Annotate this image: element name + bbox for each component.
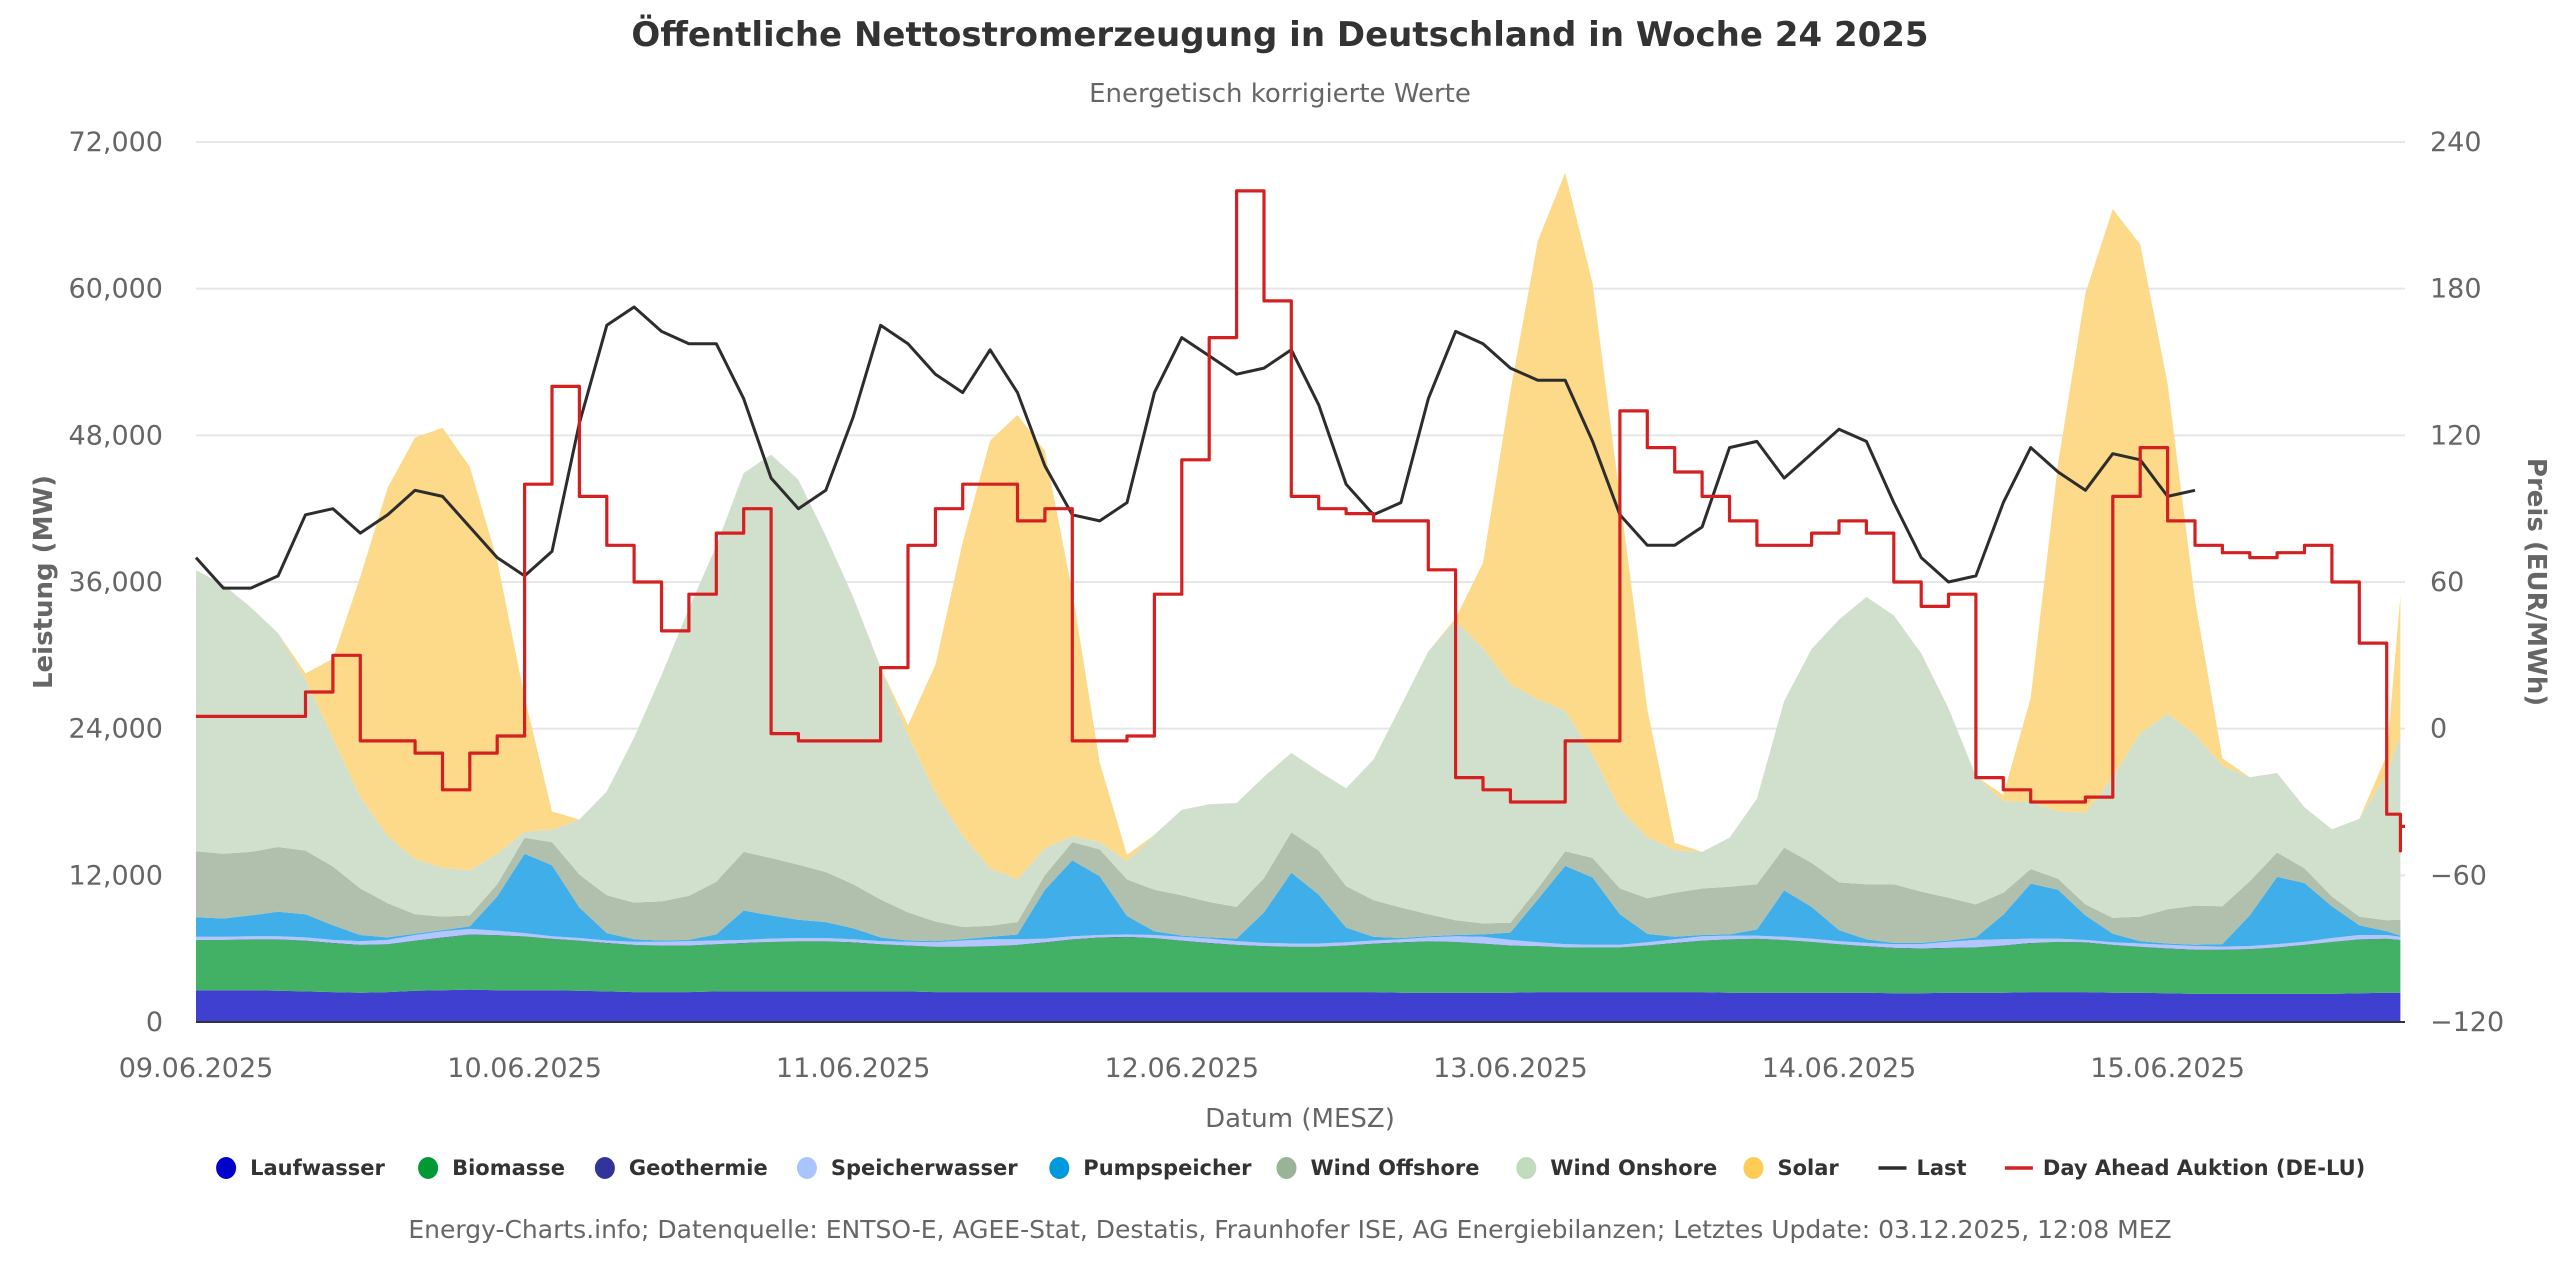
legend-dot-icon bbox=[796, 1157, 817, 1179]
legend-label: Speicherwasser bbox=[831, 1156, 1018, 1180]
y2-tick-label: 0 bbox=[2430, 714, 2447, 745]
y-tick-label: 24,000 bbox=[69, 714, 163, 745]
legend-label: Wind Offshore bbox=[1311, 1156, 1480, 1180]
legend-item-last[interactable]: Last bbox=[1878, 1156, 1967, 1180]
legend-dot-icon bbox=[594, 1157, 615, 1179]
legend-item-solar[interactable]: Solar bbox=[1743, 1156, 1840, 1180]
area-solar bbox=[196, 172, 2401, 880]
legend-dot-icon bbox=[1743, 1157, 1764, 1179]
legend-label: Biomasse bbox=[452, 1156, 565, 1180]
y2-tick-label: 240 bbox=[2430, 127, 2482, 158]
area-biomasse bbox=[196, 934, 2401, 994]
y2-tick-label: 120 bbox=[2430, 420, 2482, 451]
legend-item-laufwasser[interactable]: Laufwasser bbox=[216, 1156, 386, 1180]
credits[interactable]: Energy-Charts.info; Datenquelle: ENTSO-E… bbox=[408, 1215, 2171, 1244]
legend-item-geothermie[interactable]: Geothermie bbox=[594, 1156, 768, 1180]
y-tick-label: 48,000 bbox=[69, 420, 163, 451]
legend-label: Geothermie bbox=[629, 1156, 768, 1180]
x-axis-title: Datum (MESZ) bbox=[1205, 1104, 1395, 1134]
x-tick-label: 14.06.2025 bbox=[1762, 1053, 1917, 1084]
legend-dot-icon bbox=[418, 1157, 439, 1179]
right-axis-ticks: −120 −60 0 60 120 180 240 bbox=[2430, 127, 2504, 1038]
stacked-areas bbox=[196, 172, 2401, 1022]
y-tick-label: 12,000 bbox=[69, 860, 163, 891]
legend-label: Wind Onshore bbox=[1550, 1156, 1717, 1180]
legend-label: Day Ahead Auktion (DE-LU) bbox=[2043, 1156, 2365, 1180]
legend-item-day-ahead-auktion-de-lu[interactable]: Day Ahead Auktion (DE-LU) bbox=[2004, 1156, 2365, 1180]
x-tick-label: 11.06.2025 bbox=[776, 1053, 931, 1084]
legend-item-speicherwasser[interactable]: Speicherwasser bbox=[796, 1156, 1018, 1180]
y2-tick-label: 60 bbox=[2430, 567, 2464, 598]
legend-dot-icon bbox=[1049, 1157, 1070, 1179]
line-last bbox=[194, 305, 2196, 590]
area-wind-onshore bbox=[196, 454, 2401, 927]
legend-item-pumpspeicher[interactable]: Pumpspeicher bbox=[1049, 1156, 1252, 1180]
x-axis-ticks: 09.06.2025 10.06.2025 11.06.2025 12.06.2025… bbox=[119, 1053, 2245, 1084]
legend-label: Solar bbox=[1778, 1156, 1840, 1180]
chart-subtitle: Energetisch korrigierte Werte bbox=[1089, 79, 1471, 109]
y-tick-label: 72,000 bbox=[69, 127, 163, 158]
x-tick-label: 12.06.2025 bbox=[1105, 1053, 1260, 1084]
y-tick-label: 0 bbox=[146, 1007, 163, 1038]
area-wind-offshore bbox=[196, 832, 2401, 945]
legend-item-biomasse[interactable]: Biomasse bbox=[418, 1156, 565, 1180]
area-laufwasser bbox=[196, 989, 2401, 1022]
legend-dot-icon bbox=[1516, 1157, 1537, 1179]
x-tick-label: 10.06.2025 bbox=[447, 1053, 602, 1084]
legend-item-wind-onshore[interactable]: Wind Onshore bbox=[1516, 1156, 1717, 1180]
legend: Laufwasser Biomasse Geothermie Speicherwass… bbox=[216, 1156, 2365, 1180]
legend-item-wind-offshore[interactable]: Wind Offshore bbox=[1276, 1156, 1480, 1180]
x-tick-label: 15.06.2025 bbox=[2090, 1053, 2245, 1084]
x-tick-label: 13.06.2025 bbox=[1433, 1053, 1588, 1084]
legend-label: Laufwasser bbox=[250, 1156, 385, 1180]
y2-tick-label: 180 bbox=[2430, 274, 2482, 305]
chart-title: Öffentliche Nettostromerzeugung in Deuts… bbox=[631, 14, 1928, 55]
legend-label: Pumpspeicher bbox=[1083, 1156, 1252, 1180]
y2-tick-label: −60 bbox=[2430, 860, 2487, 891]
area-speicherwasser bbox=[196, 928, 2401, 950]
legend-dot-icon bbox=[1276, 1157, 1297, 1179]
y2-axis-title: Preis (EUR/MWh) bbox=[2521, 458, 2551, 706]
area-pumpspeicher bbox=[196, 853, 2401, 947]
left-axis-ticks: 0 12,000 24,000 36,000 48,000 60,000 72,000 bbox=[69, 127, 163, 1038]
legend-dot-icon bbox=[216, 1157, 237, 1179]
legend-label: Last bbox=[1917, 1156, 1967, 1180]
series-lines bbox=[194, 189, 2405, 853]
y-tick-label: 36,000 bbox=[69, 567, 163, 598]
y-axis-title: Leistung (MW) bbox=[29, 475, 59, 689]
y2-tick-label: −120 bbox=[2430, 1007, 2504, 1038]
line-day-ahead-auktion-de-lu bbox=[196, 189, 2405, 853]
x-tick-label: 09.06.2025 bbox=[119, 1053, 274, 1084]
y-tick-label: 60,000 bbox=[69, 274, 163, 305]
